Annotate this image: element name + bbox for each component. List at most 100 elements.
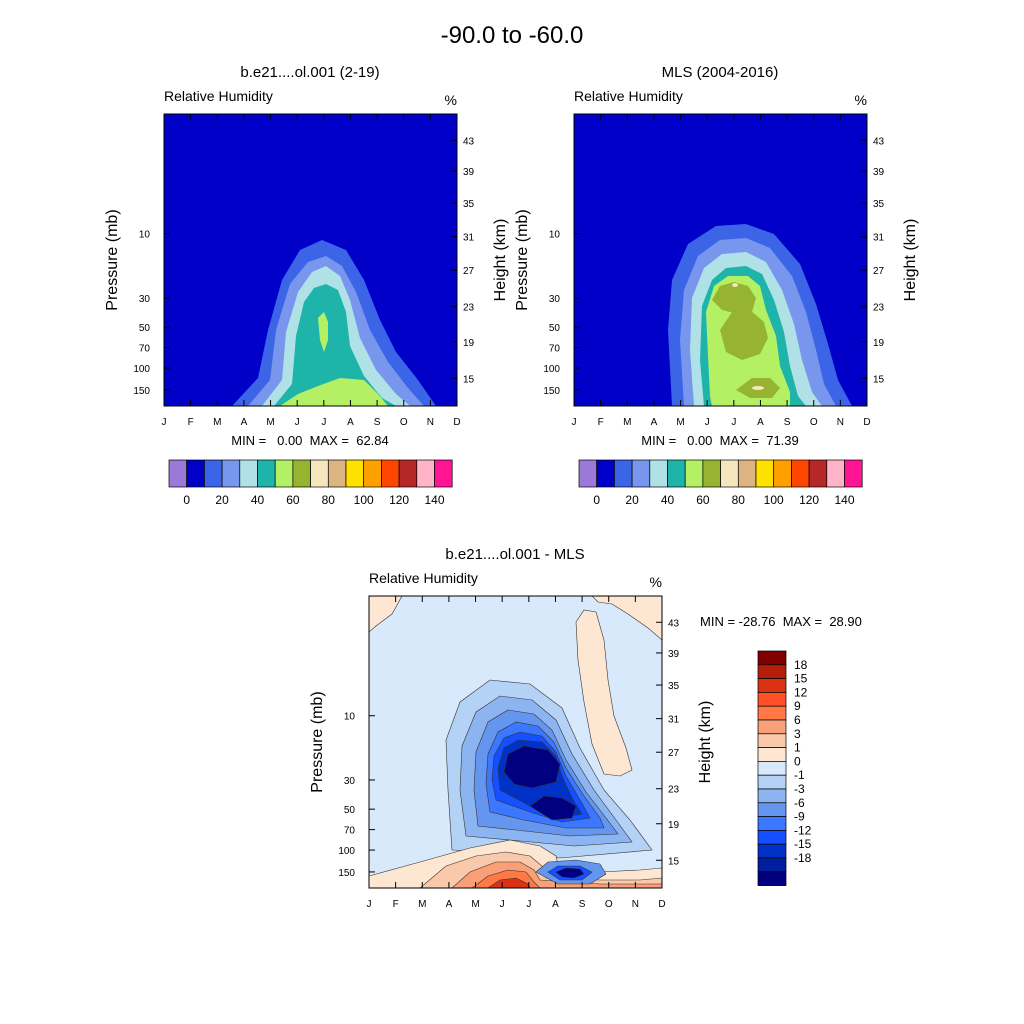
obs-y-axis-title: Pressure (mb) bbox=[514, 209, 531, 310]
difference-pressure-tick-label: 50 bbox=[344, 805, 356, 816]
obs-plot-frame bbox=[573, 113, 868, 407]
colorbar-box bbox=[757, 747, 787, 762]
colorbar-label: 100 bbox=[354, 493, 374, 507]
obs-height-tick-label: 35 bbox=[873, 199, 885, 210]
colorbar-box bbox=[757, 678, 787, 693]
difference-axes: J F M A M J J A S O N D 10 30 50 70 100 150 43 39 35 31 27 23 19… bbox=[309, 596, 714, 910]
colorbar-label: 60 bbox=[696, 493, 710, 507]
colorbar-label: -18 bbox=[794, 851, 812, 865]
obs-stats-text: MIN = 0.00 MAX = 71.39 bbox=[641, 433, 799, 448]
colorbar-box bbox=[755, 459, 775, 488]
difference-x-tick-label: M bbox=[471, 899, 479, 910]
model-height-tick-label: 31 bbox=[463, 233, 475, 244]
obs-colorbar: 0 20 40 60 80 100 120 140 bbox=[578, 459, 863, 507]
model-colorbar: 0 20 40 60 80 100 120 140 bbox=[168, 459, 453, 507]
colorbar-box bbox=[757, 761, 787, 776]
colorbar-box bbox=[757, 650, 787, 666]
difference-positive-corner bbox=[369, 596, 403, 633]
model-x-tick-label: J bbox=[295, 417, 300, 428]
colorbar-box bbox=[757, 664, 787, 679]
obs-x-tick-label: A bbox=[757, 417, 764, 428]
colorbar-label: 140 bbox=[424, 493, 444, 507]
model-x-tick-label: M bbox=[213, 417, 221, 428]
colorbar-box bbox=[808, 459, 828, 488]
difference-plot-frame bbox=[368, 595, 663, 889]
colorbar-box bbox=[649, 459, 668, 488]
colorbar-box bbox=[757, 705, 787, 721]
difference-x-tick-label: A bbox=[446, 899, 453, 910]
obs-x-tick-label: D bbox=[863, 417, 870, 428]
colorbar-box bbox=[791, 459, 810, 488]
colorbar-label: 80 bbox=[732, 493, 746, 507]
colorbar-label: 0 bbox=[593, 493, 600, 507]
model-right-axis-title: Height (km) bbox=[492, 219, 509, 302]
obs-pressure-tick-label: 150 bbox=[543, 386, 560, 397]
colorbar-box bbox=[274, 459, 294, 488]
difference-units-label: % bbox=[650, 574, 662, 590]
obs-contour-70 bbox=[752, 386, 764, 390]
obs-pressure-tick-label: 50 bbox=[549, 323, 561, 334]
colorbar-label: -12 bbox=[794, 823, 812, 837]
difference-height-tick-label: 43 bbox=[668, 618, 680, 629]
obs-x-tick-label: J bbox=[572, 417, 577, 428]
colorbar-label: 1 bbox=[794, 741, 801, 755]
colorbar-box bbox=[757, 774, 787, 790]
difference-x-tick-label: N bbox=[632, 899, 639, 910]
colorbar-label: 6 bbox=[794, 713, 801, 727]
obs-pressure-tick-label: 30 bbox=[549, 294, 561, 305]
difference-positive-band bbox=[575, 609, 633, 777]
colorbar-label: 40 bbox=[661, 493, 675, 507]
colorbar-label: 80 bbox=[322, 493, 336, 507]
obs-axes: J F M A M J J A S O N D 10 30 50 70 100 150 43 39 35 31 27 23 19… bbox=[514, 114, 919, 428]
colorbar-label: 18 bbox=[794, 658, 808, 672]
difference-height-tick-label: 19 bbox=[668, 820, 680, 831]
model-x-tick-label: M bbox=[266, 417, 274, 428]
colorbar-box bbox=[186, 459, 205, 488]
colorbar-label: -3 bbox=[794, 782, 805, 796]
model-height-tick-label: 39 bbox=[463, 167, 475, 178]
difference-x-tick-label: O bbox=[605, 899, 613, 910]
colorbar-box bbox=[631, 459, 651, 488]
obs-contour-70-upper bbox=[732, 283, 738, 287]
obs-height-tick-label: 31 bbox=[873, 233, 885, 244]
model-pressure-tick-label: 150 bbox=[133, 386, 150, 397]
colorbar-label: 120 bbox=[799, 493, 819, 507]
colorbar-label: -1 bbox=[794, 768, 805, 782]
colorbar-label: 20 bbox=[215, 493, 229, 507]
colorbar-box bbox=[737, 459, 757, 488]
colorbar-box bbox=[757, 843, 787, 859]
obs-contour-60-middle bbox=[720, 310, 768, 360]
obs-right-axis-title: Height (km) bbox=[902, 219, 919, 302]
colorbar-box bbox=[239, 459, 258, 488]
obs-height-tick-label: 23 bbox=[873, 303, 885, 314]
colorbar-box bbox=[168, 459, 188, 488]
obs-units-label: % bbox=[855, 92, 867, 108]
colorbar-box bbox=[757, 816, 787, 831]
model-x-tick-label: J bbox=[321, 417, 326, 428]
difference-pressure-tick-label: 10 bbox=[344, 712, 356, 723]
colorbar-box bbox=[757, 830, 787, 845]
difference-right-axis-title: Height (km) bbox=[697, 701, 714, 784]
obs-x-tick-label: O bbox=[810, 417, 818, 428]
difference-contour-minus18-lower bbox=[529, 795, 577, 821]
model-height-tick-label: 15 bbox=[463, 374, 475, 385]
model-pressure-tick-label: 100 bbox=[133, 364, 150, 375]
difference-x-tick-label: M bbox=[418, 899, 426, 910]
model-height-tick-label: 35 bbox=[463, 199, 475, 210]
colorbar-label: 12 bbox=[794, 685, 808, 699]
colorbar-box bbox=[757, 871, 787, 886]
difference-x-tick-label: D bbox=[658, 899, 665, 910]
obs-x-tick-label: A bbox=[651, 417, 658, 428]
difference-panel: b.e21....ol.001 - MLS Relative Humidity … bbox=[309, 546, 862, 910]
colorbar-box bbox=[844, 459, 863, 488]
model-height-tick-label: 19 bbox=[463, 338, 475, 349]
colorbar-box bbox=[757, 857, 787, 873]
obs-x-tick-label: F bbox=[598, 417, 604, 428]
model-contour-field bbox=[164, 114, 457, 406]
colorbar-box bbox=[757, 802, 787, 817]
obs-panel: MLS (2004-2016) Relative Humidity % J F M A… bbox=[514, 64, 919, 507]
model-y-axis-title: Pressure (mb) bbox=[104, 209, 121, 310]
colorbar-label: 120 bbox=[389, 493, 409, 507]
colorbar-box bbox=[416, 459, 435, 488]
colorbar-label: 3 bbox=[794, 727, 801, 741]
